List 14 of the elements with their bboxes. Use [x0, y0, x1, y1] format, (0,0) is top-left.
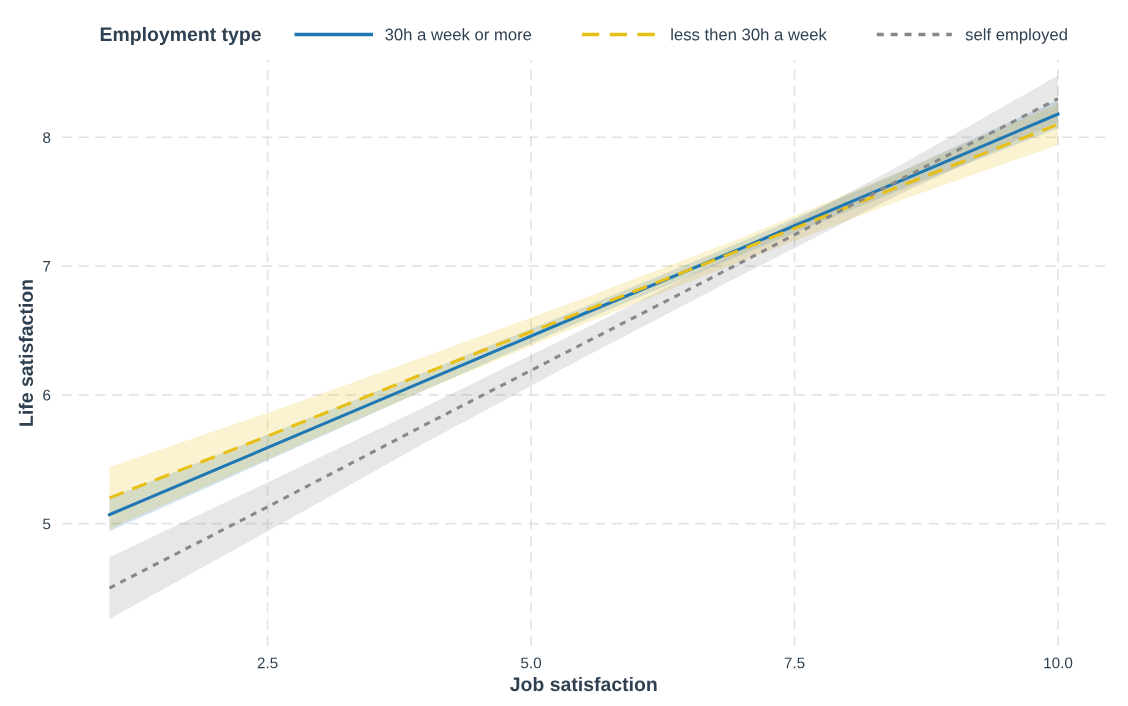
y-tick-label: 8: [43, 132, 51, 143]
x-tick-label: 7.5: [784, 657, 805, 669]
x-axis-title: Job satisfaction: [510, 676, 657, 692]
y-tick-label: 5: [43, 518, 51, 530]
y-tick-label: 6: [43, 389, 51, 401]
x-tick-label: 5.0: [521, 657, 542, 669]
legend-label: self employed: [965, 28, 1067, 44]
y-axis-title: Life satisfaction: [18, 280, 34, 426]
y-tick-label: 7: [43, 261, 51, 272]
x-tick-label: 2.5: [257, 657, 278, 669]
x-tick-label: 10.0: [1044, 657, 1073, 669]
legend-title: Employment type: [100, 26, 261, 46]
legend-label: 30h a week or more: [385, 28, 532, 41]
legend-label: less then 30h a week: [671, 28, 827, 41]
